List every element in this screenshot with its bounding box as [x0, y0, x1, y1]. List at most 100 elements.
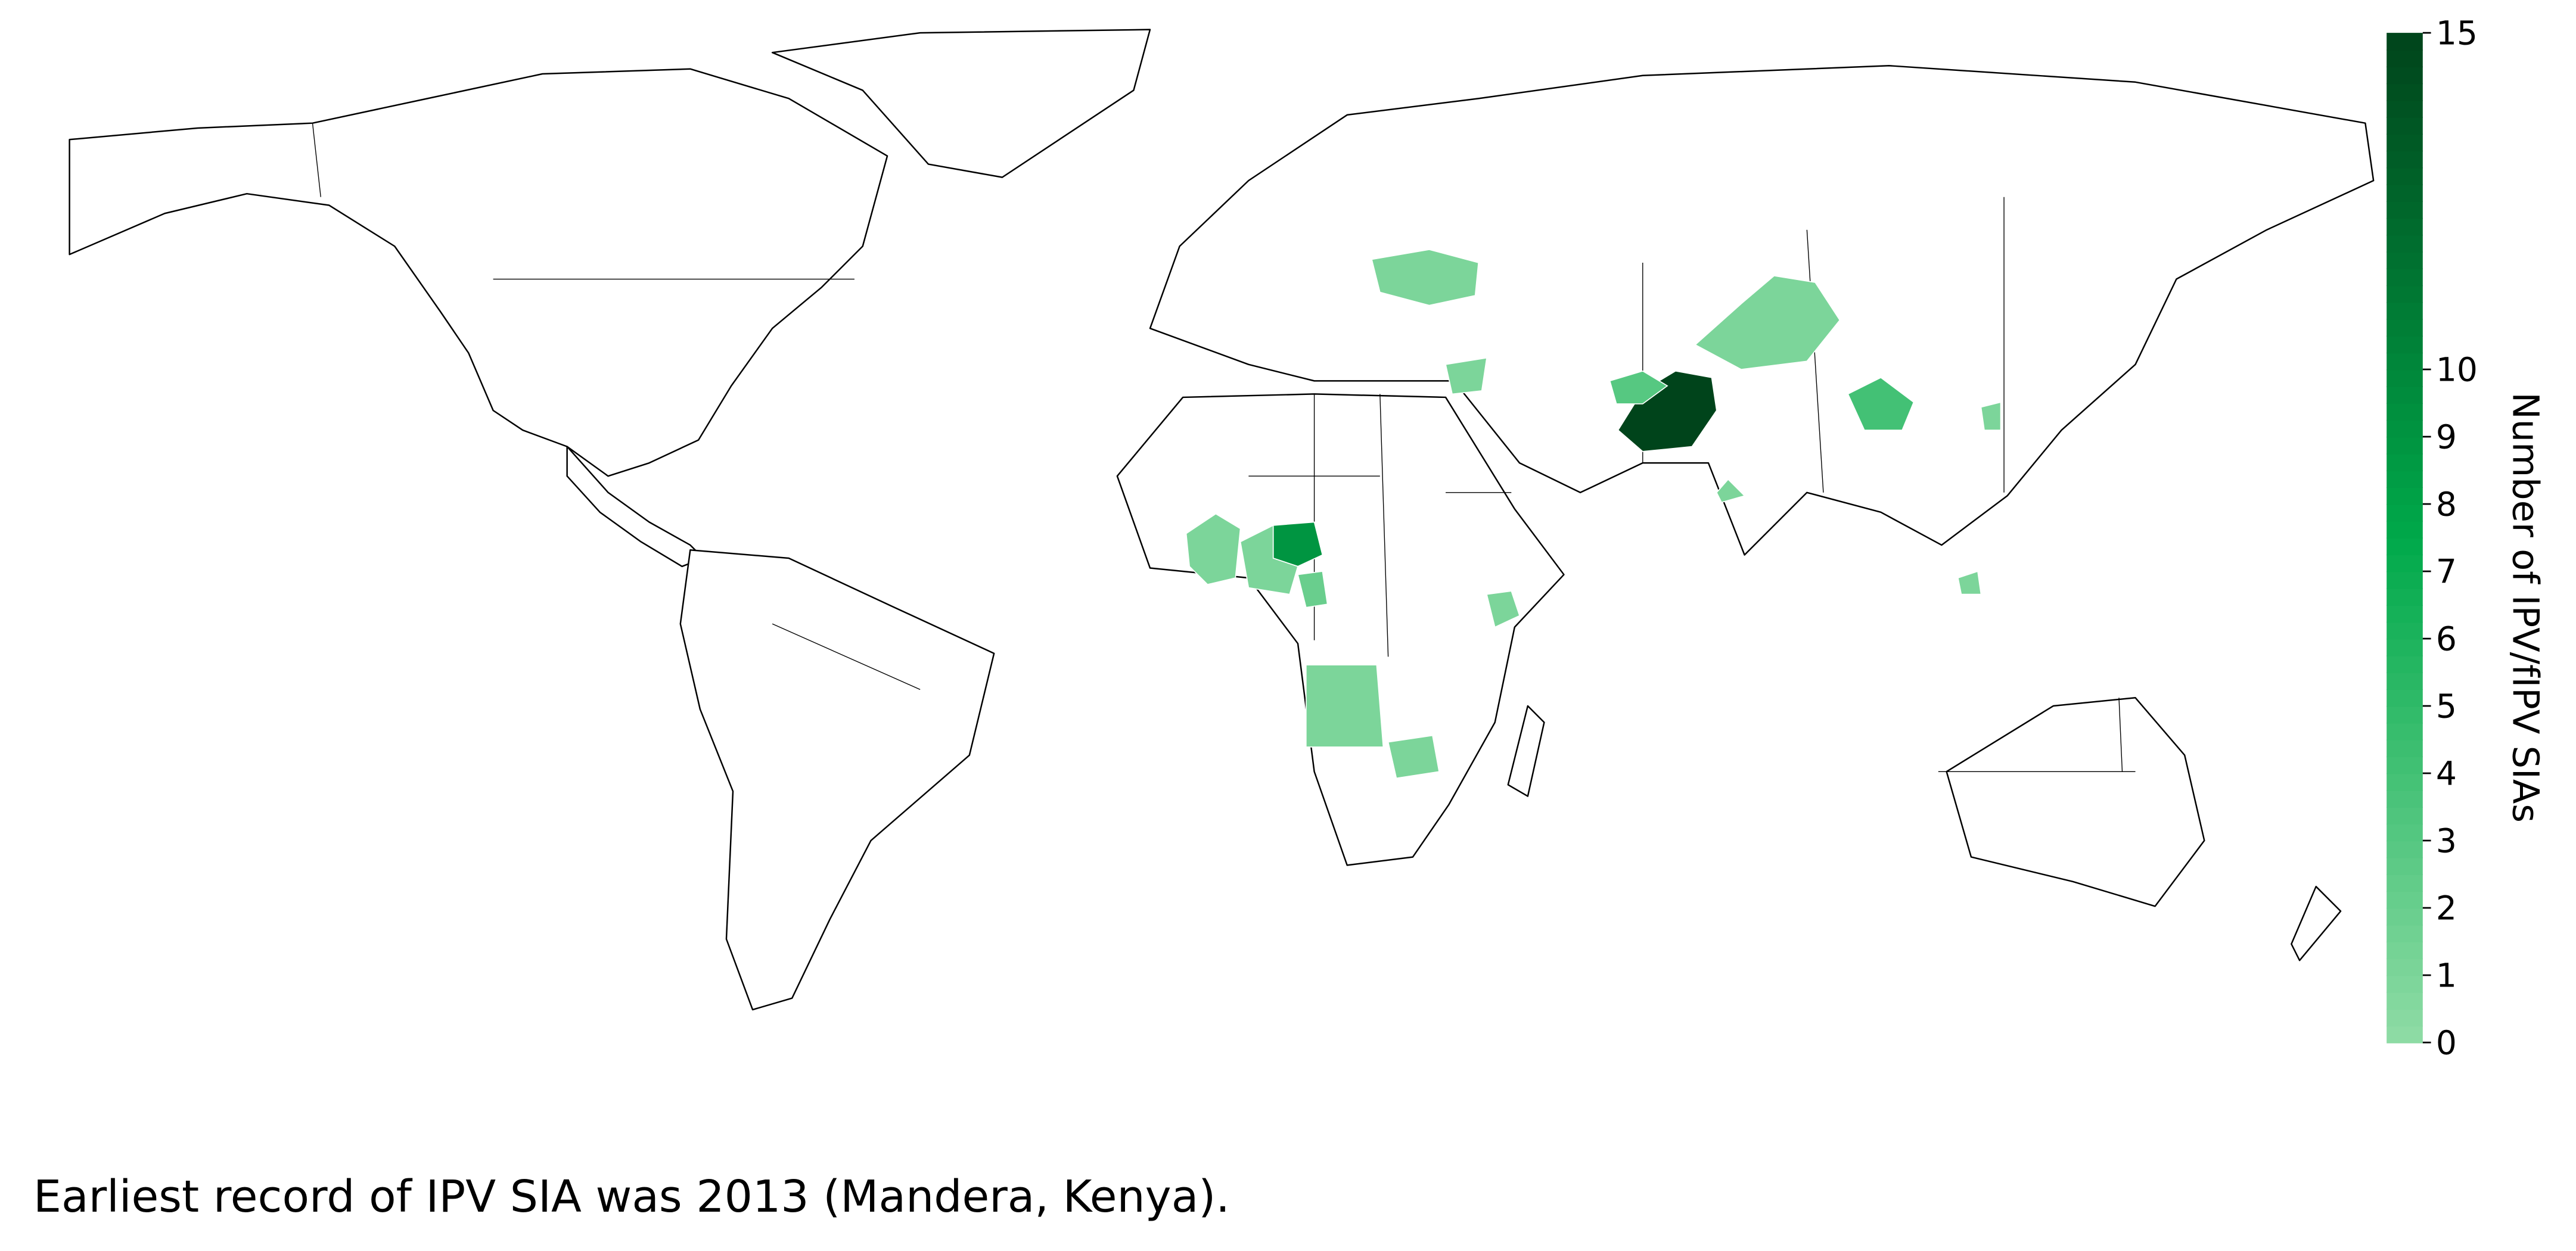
- colorbar-tick-label: 9: [2436, 418, 2457, 456]
- region: [1387, 735, 1440, 779]
- region: [1957, 570, 1982, 595]
- colorbar-band: [2387, 941, 2423, 960]
- colorbar-band: [2387, 537, 2423, 556]
- colorbar-band: [2387, 521, 2423, 539]
- region: [1980, 402, 2002, 431]
- colorbar-tick-label: 1: [2436, 956, 2457, 994]
- colorbar-band: [2387, 319, 2423, 337]
- colorbar-band: [2387, 33, 2423, 51]
- colorbar-band: [2387, 554, 2423, 572]
- colorbar-band: [2387, 790, 2423, 808]
- colorbar-band: [2387, 285, 2423, 303]
- colorbar-band: [2387, 403, 2423, 421]
- region: [1694, 275, 1841, 370]
- colorbar-band: [2387, 470, 2423, 488]
- colorbar-tick-label: 4: [2436, 754, 2457, 792]
- colorbar-band: [2387, 706, 2423, 724]
- colorbar-tick-label: 7: [2436, 552, 2457, 590]
- colorbar-band: [2387, 689, 2423, 707]
- madagascar: [1507, 705, 1545, 797]
- colorbar-band: [2387, 217, 2423, 236]
- colorbar-band: [2387, 352, 2423, 371]
- colorbar-band: [2387, 369, 2423, 387]
- colorbar-band: [2387, 487, 2423, 505]
- region: [1297, 571, 1328, 608]
- colorbar-band: [2387, 251, 2423, 269]
- colorbar-band: [2387, 823, 2423, 842]
- country-borders: [312, 123, 2136, 772]
- colorbar-band: [2387, 1025, 2423, 1044]
- region: [1445, 357, 1487, 395]
- colorbar-band: [2387, 150, 2423, 169]
- colorbar-band: [2387, 857, 2423, 875]
- colorbar-band: [2387, 891, 2423, 909]
- colorbar-band: [2387, 571, 2423, 589]
- colorbar-band: [2387, 807, 2423, 825]
- colorbar-band: [2387, 874, 2423, 892]
- region: [1239, 524, 1299, 595]
- region: [1847, 376, 1915, 431]
- colorbar-band: [2387, 992, 2423, 1010]
- north-america: [69, 68, 888, 477]
- colorbar-band: [2387, 925, 2423, 942]
- colorbar-band: [2387, 756, 2423, 774]
- colorbar-band: [2387, 739, 2423, 758]
- colorbar-band: [2387, 335, 2423, 354]
- colorbar-band: [2387, 908, 2423, 926]
- colorbar-band: [2387, 437, 2423, 455]
- colorbar-tick-label: 3: [2436, 821, 2457, 860]
- colorbar-band: [2387, 841, 2423, 858]
- colorbar-band: [2387, 117, 2423, 135]
- colorbar-band: [2387, 268, 2423, 287]
- colorbar-band: [2387, 639, 2423, 656]
- colorbar-band: [2387, 504, 2423, 522]
- colorbar-band: [2387, 655, 2423, 673]
- colorbar-band: [2387, 133, 2423, 152]
- colorbar-tick-label: 0: [2436, 1023, 2457, 1062]
- region: [1486, 590, 1521, 628]
- colorbar-band: [2387, 66, 2423, 85]
- colorbar-band: [2387, 773, 2423, 791]
- greenland: [771, 29, 1151, 178]
- colorbar-band: [2387, 386, 2423, 404]
- colorbar-tick-label: 2: [2436, 889, 2457, 927]
- highlighted-regions: [1185, 249, 2002, 779]
- region: [1609, 370, 1668, 404]
- colorbar: 0 1 2 3 4 5 6 7 8 9 10 15: [2387, 14, 2478, 1062]
- colorbar-band: [2387, 1009, 2423, 1027]
- region: [1716, 478, 1746, 503]
- colorbar-title: Number of IPV/fIPV SIAs: [2504, 392, 2546, 823]
- colorbar-tick-label: 15: [2436, 14, 2478, 52]
- colorbar-tick-label: 8: [2436, 485, 2457, 523]
- colorbar-band: [2387, 621, 2423, 640]
- colorbar-band: [2387, 975, 2423, 993]
- region: [1305, 664, 1384, 748]
- colorbar-band: [2387, 49, 2423, 67]
- colorbar-band: [2387, 453, 2423, 471]
- colorbar-tick-label: 6: [2436, 620, 2457, 658]
- colorbar-tick-label: 10: [2436, 350, 2478, 388]
- australia: [1946, 697, 2205, 907]
- colorbar-band: [2387, 672, 2423, 690]
- africa: [1116, 393, 1565, 866]
- colorbar-band: [2387, 958, 2423, 976]
- region: [1371, 249, 1480, 306]
- colorbar-band: [2387, 419, 2423, 438]
- south-america: [679, 549, 995, 1011]
- new-zealand: [2291, 885, 2342, 961]
- region: [1185, 513, 1241, 586]
- colorbar-band: [2387, 83, 2423, 101]
- colorbar-band: [2387, 167, 2423, 185]
- caption: Earliest record of IPV SIA was 2013 (Man…: [33, 1171, 1230, 1222]
- colorbar-band: [2387, 235, 2423, 253]
- colorbar-band: [2387, 605, 2423, 623]
- colorbar-band: [2387, 201, 2423, 219]
- colorbar-band: [2387, 723, 2423, 740]
- colorbar-band: [2387, 302, 2423, 320]
- colorbar-tick-label: 5: [2436, 687, 2457, 725]
- colorbar-band: [2387, 100, 2423, 118]
- colorbar-band: [2387, 184, 2423, 202]
- colorbar-band: [2387, 588, 2423, 606]
